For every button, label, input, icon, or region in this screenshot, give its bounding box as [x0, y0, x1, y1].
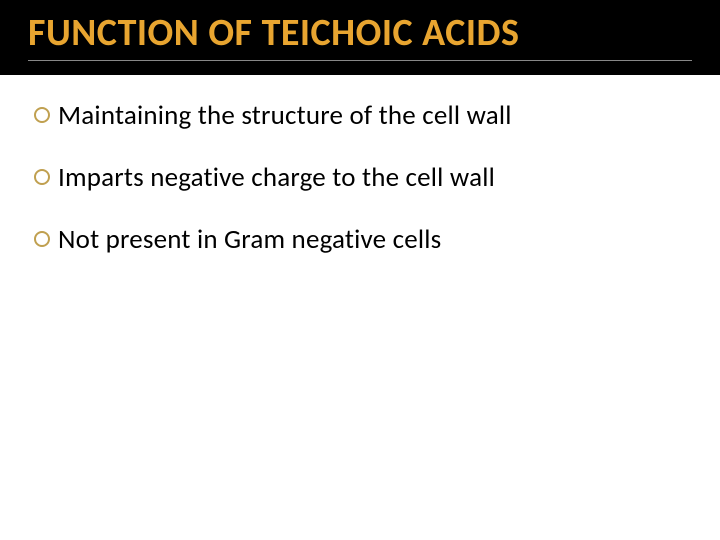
- list-item: Maintaining the structure of the cell wa…: [34, 99, 686, 133]
- slide-header: FUNCTION OF TEICHOIC ACIDS: [0, 0, 720, 75]
- list-item: Not present in Gram negative cells: [34, 223, 686, 257]
- circle-bullet-icon: [34, 231, 50, 247]
- bullet-text: Imparts negative charge to the cell wall: [58, 161, 495, 195]
- bullet-text: Not present in Gram negative cells: [58, 223, 441, 257]
- circle-bullet-icon: [34, 169, 50, 185]
- circle-bullet-icon: [34, 107, 50, 123]
- bullet-text: Maintaining the structure of the cell wa…: [58, 99, 512, 133]
- slide-body: Maintaining the structure of the cell wa…: [0, 75, 720, 308]
- slide-title: FUNCTION OF TEICHOIC ACIDS: [28, 10, 692, 61]
- list-item: Imparts negative charge to the cell wall: [34, 161, 686, 195]
